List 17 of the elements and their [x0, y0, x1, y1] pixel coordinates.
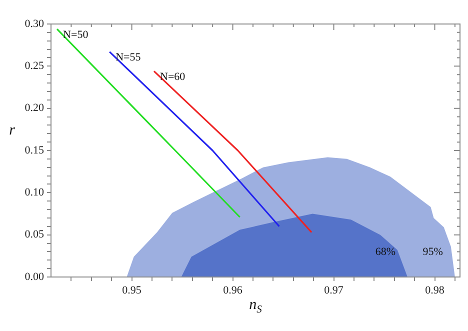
y-tick-label: 0.30 — [24, 18, 44, 30]
y-tick-label: 0.10 — [24, 186, 44, 199]
x-tick-label: 0.98 — [425, 284, 445, 296]
series-label: N=60 — [160, 71, 186, 84]
y-tick-label: 0.00 — [24, 270, 44, 283]
series-label: N=50 — [63, 28, 89, 41]
y-tick-label: 0.05 — [24, 228, 44, 241]
y-tick-label: 0.15 — [24, 144, 44, 156]
series-label: N=55 — [116, 52, 142, 64]
x-tick-label: 0.97 — [324, 284, 344, 296]
x-tick-label: 0.95 — [122, 284, 142, 296]
series-label: 68% — [375, 246, 396, 258]
y-tick-label: 0.20 — [24, 102, 44, 114]
x-tick-label: 0.96 — [223, 284, 243, 296]
y-axis-title: r — [9, 122, 16, 138]
y-tick-label: 0.25 — [24, 60, 44, 72]
series-label: 95% — [422, 246, 443, 258]
